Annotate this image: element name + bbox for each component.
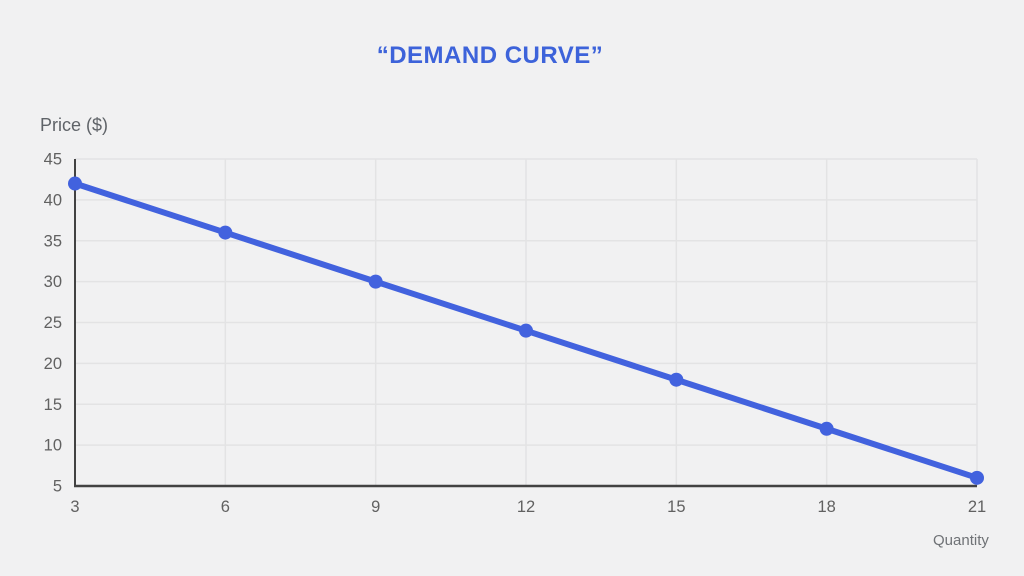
x-tick-label: 3 xyxy=(70,498,79,516)
data-point xyxy=(218,225,233,240)
x-tick-label: 12 xyxy=(517,498,535,516)
x-tick-label: 21 xyxy=(968,498,986,516)
y-tick-label: 15 xyxy=(44,396,62,414)
x-axis-title: Quantity xyxy=(933,532,989,549)
y-tick-label: 45 xyxy=(44,151,62,169)
data-point xyxy=(669,372,684,387)
y-tick-label: 25 xyxy=(44,314,62,332)
y-axis-title: Price ($) xyxy=(40,115,109,135)
data-point xyxy=(819,421,834,436)
data-point xyxy=(68,176,82,191)
y-tick-label: 5 xyxy=(53,478,62,496)
y-tick-label: 35 xyxy=(44,232,62,250)
x-tick-label: 6 xyxy=(221,498,230,516)
y-tick-label: 20 xyxy=(44,355,62,373)
data-point xyxy=(519,323,533,338)
y-tick-label: 40 xyxy=(44,191,62,209)
x-tick-label: 9 xyxy=(371,498,380,516)
x-tick-label: 15 xyxy=(667,498,685,516)
y-tick-label: 30 xyxy=(44,273,62,291)
chart-title: “DEMAND CURVE” xyxy=(376,42,604,69)
y-tick-label: 10 xyxy=(44,437,62,455)
data-point xyxy=(368,274,383,289)
x-tick-label: 18 xyxy=(817,498,835,516)
data-point xyxy=(970,470,984,485)
